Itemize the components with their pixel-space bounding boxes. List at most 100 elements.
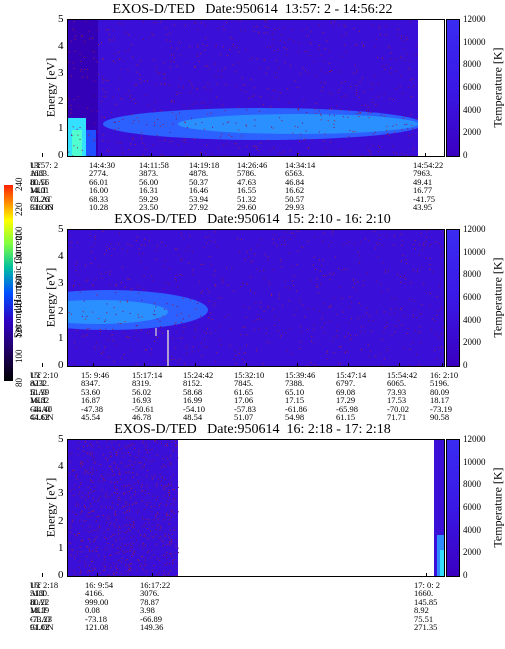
orbit-value: 73.93 <box>387 386 407 397</box>
noise-speck <box>431 271 433 273</box>
noise-speck <box>345 51 347 53</box>
noise-speck <box>391 335 393 337</box>
noise-speck <box>164 308 166 310</box>
orbit-value: -61.86 <box>285 403 307 414</box>
noise-speck <box>356 366 357 367</box>
noise-speck <box>359 262 361 264</box>
noise-speck <box>80 539 82 541</box>
noise-speck <box>246 251 248 253</box>
orbit-row-label: ALT <box>30 588 46 599</box>
noise-speck <box>121 248 123 250</box>
noise-speck <box>108 496 110 498</box>
noise-speck <box>407 328 409 330</box>
noise-speck <box>418 364 420 366</box>
noise-speck <box>118 88 119 90</box>
noise-speck <box>393 131 395 133</box>
noise-speck <box>168 523 170 525</box>
noise-speck <box>142 526 144 528</box>
noise-speck <box>287 88 289 90</box>
noise-speck <box>202 43 204 45</box>
noise-speck <box>281 120 283 122</box>
noise-speck <box>74 555 76 557</box>
noise-speck <box>326 353 328 354</box>
noise-speck <box>89 443 91 445</box>
noise-speck <box>94 80 96 82</box>
noise-speck <box>130 524 132 526</box>
noise-speck <box>93 51 95 53</box>
noise-speck <box>106 303 108 305</box>
orbit-value: 16.31 <box>139 185 159 196</box>
noise-speck <box>175 274 177 276</box>
noise-speck <box>181 259 183 261</box>
noise-speck <box>381 338 383 340</box>
noise-speck <box>171 555 173 557</box>
noise-speck <box>170 463 172 465</box>
noise-speck <box>143 154 145 156</box>
noise-speck <box>97 131 99 133</box>
noise-speck <box>141 500 143 501</box>
noise-speck <box>170 538 172 540</box>
noise-speck <box>323 303 325 305</box>
noise-speck <box>118 23 120 25</box>
orbit-value: 15:39:46 <box>285 370 316 380</box>
noise-speck <box>160 154 162 156</box>
orbit-value: -65.98 <box>336 403 358 414</box>
noise-speck <box>84 42 86 44</box>
noise-speck <box>353 278 355 280</box>
noise-speck <box>380 364 382 366</box>
temperature-tick-label: 4000 <box>463 104 481 115</box>
orbit-value: 75.51 <box>414 613 434 624</box>
noise-speck <box>144 244 146 246</box>
noise-speck <box>274 50 276 52</box>
noise-speck <box>72 28 74 30</box>
noise-speck <box>90 511 92 513</box>
noise-speck <box>164 78 166 80</box>
noise-speck <box>282 305 284 307</box>
noise-speck <box>315 113 317 114</box>
noise-speck <box>144 563 146 565</box>
noise-speck <box>152 460 154 462</box>
noise-speck <box>402 276 404 278</box>
noise-speck <box>271 293 273 295</box>
noise-speck <box>158 572 160 574</box>
orbit-value: 78.87 <box>140 596 160 607</box>
orbit-value: 121.08 <box>85 622 109 632</box>
noise-speck <box>168 489 170 491</box>
noise-speck <box>81 510 83 512</box>
noise-speck <box>175 498 176 500</box>
temperature-tick-label: 0 <box>463 360 468 370</box>
noise-speck <box>320 264 322 266</box>
noise-speck <box>308 147 310 149</box>
noise-speck <box>307 308 309 310</box>
noise-speck <box>77 242 79 244</box>
noise-speck <box>109 555 111 557</box>
noise-speck <box>131 518 133 520</box>
noise-speck <box>263 310 265 312</box>
noise-speck <box>173 498 174 500</box>
noise-speck <box>190 299 191 301</box>
noise-speck <box>162 73 164 75</box>
noise-speck <box>246 283 248 285</box>
noise-speck <box>169 541 171 543</box>
noise-speck <box>126 301 128 303</box>
orbit-value: 50.37 <box>189 176 209 187</box>
orbit-row-label: GLAT <box>30 403 52 414</box>
noise-speck <box>120 561 122 563</box>
noise-speck <box>239 348 241 350</box>
noise-speck <box>128 90 130 92</box>
noise-speck <box>87 486 89 488</box>
noise-speck <box>176 314 178 316</box>
noise-speck <box>119 473 121 475</box>
noise-speck <box>94 95 96 97</box>
noise-speck <box>285 48 287 50</box>
noise-speck <box>88 538 90 540</box>
noise-speck <box>280 261 282 263</box>
noise-speck <box>93 58 95 59</box>
noise-speck <box>116 464 118 466</box>
noise-speck <box>127 573 129 575</box>
noise-speck <box>404 275 405 277</box>
noise-speck <box>233 290 235 292</box>
time-tick-mark <box>151 153 152 157</box>
noise-speck <box>104 561 106 563</box>
noise-speck <box>105 479 106 481</box>
